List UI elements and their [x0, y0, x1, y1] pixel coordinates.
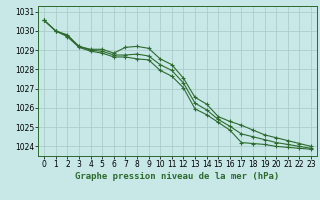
X-axis label: Graphe pression niveau de la mer (hPa): Graphe pression niveau de la mer (hPa) — [76, 172, 280, 181]
